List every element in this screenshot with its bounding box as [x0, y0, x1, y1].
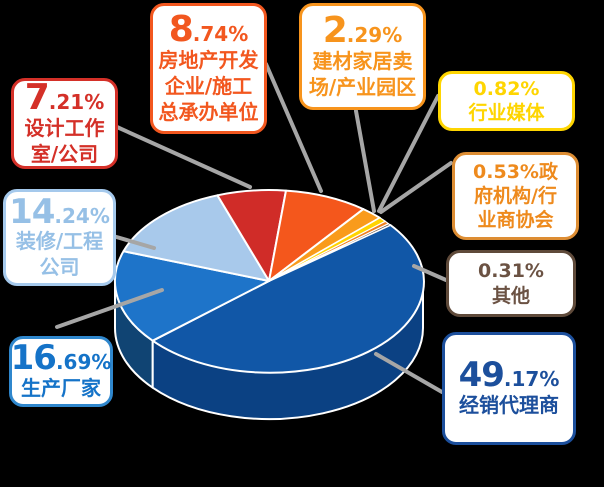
- callout-text: 经销代理商: [459, 393, 559, 418]
- callout-text: 设计工作: [24, 116, 105, 141]
- callout-percentage: 49 .17%: [459, 358, 560, 393]
- callout-text: 企业/施工: [164, 74, 253, 99]
- pie-slice-distributor: [151, 224, 425, 374]
- callout-text: 公司: [39, 254, 80, 279]
- percent-integer: 7: [24, 76, 50, 118]
- callout-text: 业商协会: [477, 209, 554, 232]
- leader-line-other: [412, 264, 448, 282]
- callout-decoration-company: 14 .24% 装修/工程 公司: [3, 189, 116, 286]
- callout-design-studio: 7 .21% 设计工作 室/公司: [11, 78, 118, 169]
- callout-text: 建材家居卖: [312, 49, 413, 74]
- callout-text: 生产厂家: [21, 376, 101, 401]
- percent-fraction: .74%: [192, 21, 249, 46]
- callout-government: 0.53%政 府机构/行 业商协会: [452, 152, 579, 240]
- callout-text: 其他: [491, 284, 530, 307]
- leader-line-market: [354, 109, 376, 213]
- pie-slice-realestate: [268, 189, 365, 282]
- percent-fraction: .21%: [48, 89, 105, 114]
- callout-percentage: 7 .21%: [24, 76, 105, 118]
- callout-text: 场/产业园区: [308, 74, 417, 99]
- leader-lines: [55, 62, 453, 394]
- callout-text: 0.82%: [473, 77, 540, 100]
- percent-integer: 49: [458, 355, 505, 396]
- leader-line-gov: [379, 161, 453, 214]
- percent-fraction: .17%: [503, 367, 560, 392]
- pie-slice-decor: [122, 194, 270, 282]
- percent-integer: 14: [9, 191, 55, 232]
- callout-industry-media: 0.82% 行业媒体: [438, 71, 575, 131]
- callout-text: 装修/工程: [15, 229, 104, 254]
- pie-slices: [113, 189, 425, 374]
- callout-other: 0.31% 其他: [446, 250, 576, 317]
- callout-percentage: 14 .24%: [9, 191, 110, 232]
- callout-percentage: 2 .29%: [322, 9, 403, 51]
- callout-manufacturer: 16 .69% 生产厂家: [9, 336, 113, 407]
- callout-percentage: 8 .74%: [168, 8, 249, 50]
- leader-line-manufacturer: [55, 288, 164, 329]
- callout-text: 0.31%: [478, 260, 544, 283]
- callout-text: 总承办单位: [158, 99, 259, 124]
- leader-line-media: [377, 94, 440, 213]
- callout-building-market: 2 .29% 建材家居卖 场/产业园区: [299, 3, 426, 110]
- callout-text: 0.53%政: [473, 160, 558, 183]
- leader-line-realestate: [264, 62, 323, 193]
- percent-fraction: .69%: [55, 350, 112, 375]
- callout-text: 室/公司: [30, 141, 99, 166]
- callout-distributor: 49 .17% 经销代理商: [442, 332, 576, 445]
- callout-percentage: 16 .69%: [11, 341, 112, 376]
- callout-text: 行业媒体: [468, 102, 545, 124]
- callout-realestate: 8 .74% 房地产开发 企业/施工 总承办单位: [150, 3, 267, 134]
- callout-text: 房地产开发: [158, 48, 259, 73]
- percent-integer: 8: [168, 8, 194, 50]
- percent-fraction: .24%: [54, 203, 110, 228]
- percent-fraction: .29%: [346, 22, 403, 47]
- percent-integer: 2: [322, 9, 348, 51]
- percent-integer: 16: [10, 338, 57, 379]
- leader-line-distributor: [374, 352, 444, 394]
- pie-slice-other: [268, 223, 391, 282]
- callout-text: 府机构/行: [474, 184, 557, 207]
- leader-line-decor: [111, 234, 156, 250]
- leader-line-design: [115, 125, 252, 189]
